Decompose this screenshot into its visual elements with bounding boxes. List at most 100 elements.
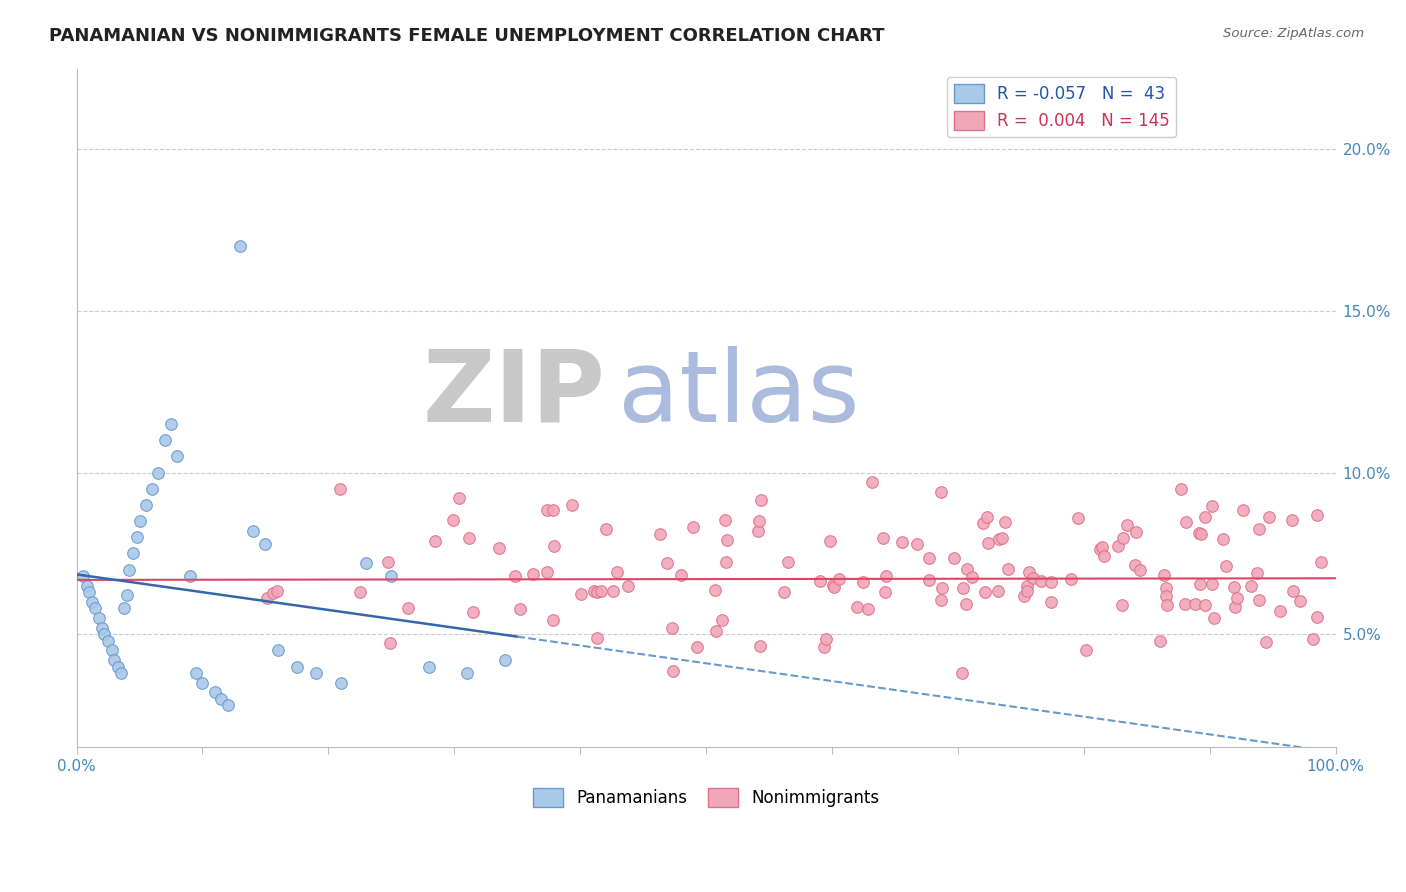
Point: [1309, 555, 1331, 569]
Point: [103, 653, 125, 667]
Point: [1225, 600, 1247, 615]
Point: [648, 527, 671, 541]
Point: [1154, 589, 1177, 603]
Point: [716, 533, 738, 547]
Point: [122, 546, 145, 560]
Point: [872, 531, 894, 545]
Point: [828, 572, 851, 586]
Point: [1111, 531, 1133, 545]
Point: [1088, 541, 1111, 556]
Point: [974, 585, 997, 599]
Point: [991, 532, 1014, 546]
Point: [509, 602, 531, 616]
Point: [179, 569, 201, 583]
Point: [443, 513, 465, 527]
Point: [125, 530, 148, 544]
Point: [1015, 584, 1038, 599]
Point: [1107, 539, 1129, 553]
Point: [1188, 577, 1211, 591]
Point: [595, 522, 617, 536]
Point: [748, 639, 770, 653]
Point: [890, 534, 912, 549]
Point: [918, 573, 941, 587]
Point: [931, 581, 953, 595]
Point: [714, 556, 737, 570]
Point: [1201, 576, 1223, 591]
Point: [494, 653, 516, 667]
Point: [1092, 549, 1115, 563]
Point: [1154, 581, 1177, 595]
Point: [655, 556, 678, 570]
Point: [128, 514, 150, 528]
Point: [918, 550, 941, 565]
Point: [380, 569, 402, 583]
Point: [80, 595, 103, 609]
Point: [748, 514, 770, 528]
Point: [262, 586, 284, 600]
Point: [135, 498, 157, 512]
Point: [254, 537, 277, 551]
Point: [378, 636, 401, 650]
Text: Source: ZipAtlas.com: Source: ZipAtlas.com: [1223, 27, 1364, 40]
Point: [329, 482, 352, 496]
Point: [931, 593, 953, 607]
Point: [330, 675, 353, 690]
Point: [1125, 524, 1147, 539]
Point: [1091, 540, 1114, 554]
Point: [541, 613, 564, 627]
Point: [456, 665, 478, 680]
Point: [813, 640, 835, 655]
Point: [1257, 510, 1279, 524]
Point: [1306, 508, 1329, 522]
Text: ZIP: ZIP: [423, 346, 606, 442]
Point: [856, 602, 879, 616]
Point: [141, 482, 163, 496]
Point: [1194, 510, 1216, 524]
Point: [267, 643, 290, 657]
Point: [704, 582, 727, 597]
Point: [929, 485, 952, 500]
Point: [823, 580, 845, 594]
Point: [166, 450, 188, 464]
Point: [543, 539, 565, 553]
Point: [956, 562, 979, 576]
Point: [1223, 581, 1246, 595]
Point: [107, 659, 129, 673]
Text: PANAMANIAN VS NONIMMIGRANTS FEMALE UNEMPLOYMENT CORRELATION CHART: PANAMANIAN VS NONIMMIGRANTS FEMALE UNEMP…: [49, 27, 884, 45]
Point: [845, 599, 868, 614]
Point: [1232, 503, 1254, 517]
Point: [808, 574, 831, 588]
Point: [285, 659, 308, 673]
Point: [818, 534, 841, 549]
Point: [682, 520, 704, 534]
Point: [396, 600, 419, 615]
Point: [1302, 632, 1324, 647]
Point: [541, 503, 564, 517]
Point: [1031, 574, 1053, 588]
Point: [118, 563, 141, 577]
Point: [704, 624, 727, 638]
Point: [960, 570, 983, 584]
Point: [209, 691, 232, 706]
Point: [1018, 566, 1040, 580]
Point: [112, 601, 135, 615]
Point: [952, 666, 974, 681]
Point: [942, 550, 965, 565]
Point: [305, 665, 328, 680]
Point: [1012, 589, 1035, 603]
Point: [115, 589, 138, 603]
Point: [186, 665, 208, 680]
Point: [711, 613, 734, 627]
Point: [994, 515, 1017, 529]
Legend: Panamanians, Nonimmigrants: Panamanians, Nonimmigrants: [527, 781, 886, 814]
Point: [449, 491, 471, 506]
Point: [1174, 597, 1197, 611]
Point: [616, 579, 638, 593]
Point: [418, 659, 440, 673]
Point: [377, 556, 399, 570]
Point: [905, 537, 928, 551]
Point: [661, 664, 683, 678]
Point: [661, 621, 683, 635]
Point: [536, 503, 558, 517]
Point: [242, 524, 264, 538]
